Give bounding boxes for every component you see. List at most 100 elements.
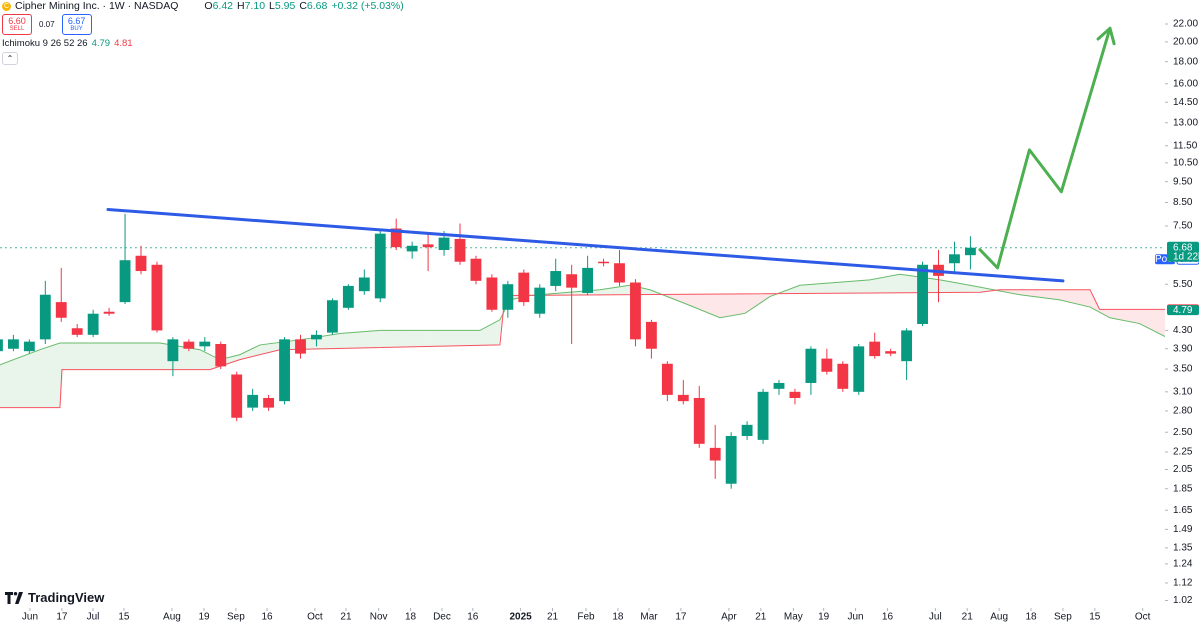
cloud-fill (626, 285, 631, 295)
logo-icon (5, 591, 23, 604)
cloud-fill (893, 274, 898, 293)
candle-body (71, 328, 83, 335)
cloud-fill (307, 338, 312, 350)
candle-body (135, 255, 147, 272)
collapse-button[interactable]: ⌃ (2, 52, 18, 65)
x-tick-label: Oct (1135, 612, 1151, 622)
cloud-fill (745, 293, 750, 313)
cloud-fill (103, 343, 108, 370)
cloud-fill (95, 343, 100, 370)
cloud-fill (913, 276, 918, 293)
x-tick-label: Sep (227, 612, 245, 622)
candle-body (901, 330, 913, 362)
x-tick-label: Apr (721, 612, 737, 622)
cloud-fill (677, 294, 682, 303)
cloud-fill (1036, 289, 1041, 298)
y-tick-label: 1.35 (1173, 543, 1193, 554)
candle-body (885, 351, 897, 354)
cloud-fill (837, 282, 842, 294)
cloud-fill (881, 276, 886, 293)
y-tick-label: 14.50 (1173, 97, 1198, 108)
cloud-fill (1148, 309, 1153, 331)
cloud-fill (342, 332, 347, 349)
cloud-fill (422, 330, 427, 347)
cloud-fill (263, 344, 268, 354)
cloud-fill (338, 333, 343, 349)
cloud-fill (119, 343, 124, 370)
legend: C Cipher Mining Inc. · 1W · NASDAQ O 6.42… (2, 0, 404, 65)
y-tick-label: 9.50 (1173, 176, 1193, 187)
cloud-fill (346, 332, 351, 349)
cloud-fill (725, 293, 730, 317)
cloud-fill (1092, 294, 1097, 311)
x-tick-label: Jun (22, 612, 38, 622)
cloud-fill (1016, 289, 1021, 295)
cloud-fill (378, 330, 383, 348)
cloud-fill (494, 320, 499, 346)
post-tag-label: Post (1155, 254, 1175, 265)
cloud-fill (255, 345, 260, 356)
y-tick-label: 2.50 (1173, 427, 1193, 438)
cloud-fill (402, 330, 407, 348)
x-tick-label: 21 (962, 612, 974, 622)
candle-body (311, 334, 322, 340)
cloud-fill (291, 340, 296, 350)
cloud-fill (1160, 309, 1165, 337)
candle-body (374, 233, 386, 299)
candle-body (183, 341, 195, 349)
candle-body (837, 363, 849, 389)
cloud-fill (578, 291, 583, 295)
candle-body (358, 277, 370, 292)
cloud-fill (901, 274, 906, 293)
cloud-fill (1088, 289, 1093, 309)
candle-body (390, 228, 402, 248)
cloud-fill (19, 355, 24, 408)
sell-button[interactable]: 6.60 SELL (2, 14, 32, 35)
cloud-fill (135, 343, 140, 370)
projection-path (978, 26, 1112, 270)
cloud-fill (195, 348, 200, 370)
price-tag (1167, 305, 1199, 316)
cloud-fill (937, 279, 942, 293)
cloud-fill (697, 294, 702, 311)
cloud-fill (51, 344, 56, 408)
candle-body (773, 382, 785, 389)
cloud-fill (87, 343, 92, 370)
cloud-fill (199, 349, 204, 370)
y-tick-label: 1.65 (1173, 505, 1193, 516)
cloud-fill (450, 330, 455, 347)
candle-body (486, 277, 498, 310)
candle-body (502, 284, 514, 310)
cloud-fill (107, 343, 112, 370)
x-tick-label: 19 (198, 612, 210, 622)
candle-body (853, 346, 865, 392)
candle-body (741, 424, 753, 437)
cloud-fill (155, 343, 160, 370)
cloud-fill (853, 280, 858, 294)
x-tick-label: 21 (340, 612, 352, 622)
cloud-fill (949, 281, 954, 293)
cloud-fill (1156, 309, 1161, 335)
cloud-fill (865, 279, 870, 294)
cloud-fill (753, 293, 758, 308)
cloud-fill (1116, 309, 1121, 320)
buy-button[interactable]: 6.67 BUY (61, 14, 92, 35)
price-tag-label: 6.68 (1173, 242, 1193, 253)
cloud-fill (709, 294, 714, 316)
x-tick-label: Aug (163, 612, 181, 622)
cloud-fill (845, 281, 850, 294)
candle-body (677, 394, 689, 402)
ohlc-value: 6.68 (306, 0, 328, 12)
cloud-fill (614, 287, 619, 295)
cloud-fill (458, 330, 463, 346)
cloud-fill (968, 285, 973, 293)
cloud-fill (358, 331, 363, 348)
y-tick-label: 1.49 (1173, 524, 1193, 535)
y-tick-label: 10.50 (1173, 157, 1198, 168)
cloud-fill (717, 293, 722, 318)
candle-body (326, 300, 338, 333)
cloud-fill (1044, 289, 1049, 299)
cloud-fill (326, 334, 331, 349)
cloud-fill (470, 330, 475, 346)
